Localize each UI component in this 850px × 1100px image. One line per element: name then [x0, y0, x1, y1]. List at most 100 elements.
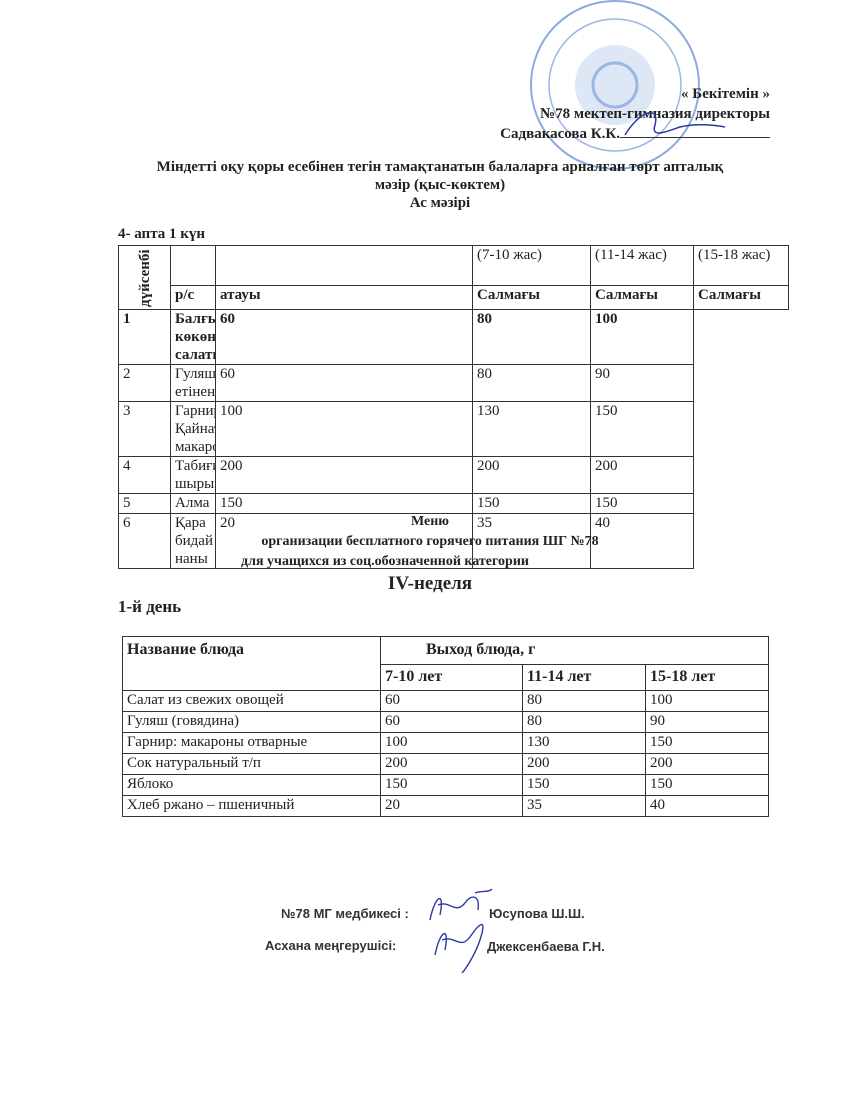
dish-weight: 150 [590, 493, 694, 514]
kaz-menu-heading: Міндетті оқу қоры есебінен тегін тамақта… [90, 158, 790, 212]
dish-weight: 35 [472, 513, 591, 569]
col-header-no: р/с [170, 285, 216, 310]
dish-weight: 80 [522, 711, 646, 733]
dish-weight: 150 [380, 774, 523, 796]
dish-weight: 200 [522, 753, 646, 775]
table-row: 3Гарнир: Қайнатылған макарон100130150 [118, 401, 789, 457]
dish-name: Гарнир: Қайнатылған макарон [170, 401, 216, 457]
dish-name: Гуляш(сиыр етінен) [170, 364, 216, 402]
dish-weight: 80 [472, 309, 591, 365]
dish-name: Хлеб ржано – пшеничный [122, 795, 381, 817]
age-header: 7-10 лет [380, 664, 523, 691]
ru-day-label: 1-й день [118, 597, 182, 616]
table-row: 4Табиғи шырын200200200 [118, 456, 789, 494]
official-stamp [530, 0, 700, 170]
row-number: 5 [118, 493, 171, 514]
dish-weight: 200 [644, 753, 770, 775]
dish-weight: 80 [522, 690, 646, 712]
nurse-name: Юсупова Ш.Ш. [489, 906, 585, 921]
kaz-menu-table: дүйсенбі (7-10 жас) (11-14 жас) (15-18 ж… [118, 245, 789, 569]
col-header-weight: Салмағы [472, 285, 591, 310]
ru-heading-line3: для учащихся из соц.обозначенной категор… [241, 554, 529, 569]
col-header-yield: Выход блюда, г [379, 636, 770, 665]
dish-weight: 200 [472, 456, 591, 494]
dish-weight: 130 [472, 401, 591, 457]
age-header: 11-14 лет [522, 664, 646, 691]
approval-block: « Бекітемін » №78 мектеп-гимназия директ… [400, 84, 770, 144]
col-header-name: атауы [215, 285, 473, 310]
dish-weight: 20 [215, 513, 473, 569]
nurse-role: №78 МГ медбикесі : [281, 906, 409, 921]
cook-role: Асхана меңгерушісі: [265, 938, 397, 953]
dish-name: Алма [170, 493, 216, 514]
dish-weight: 200 [590, 456, 694, 494]
dish-name: Табиғи шырын [170, 456, 216, 494]
col-header-weight: Салмағы [590, 285, 694, 310]
dish-weight: 20 [380, 795, 523, 817]
table-row: Салат из свежих овощей 60 80 100 [122, 690, 770, 712]
dish-weight: 100 [215, 401, 473, 457]
dish-weight: 150 [215, 493, 473, 514]
dish-weight: 60 [215, 309, 473, 365]
dish-weight: 150 [644, 774, 770, 796]
dish-name: Салат из свежих овощей [122, 690, 381, 712]
table-row: 1Балғын көкөніс салаты6080100 [118, 309, 789, 365]
dish-weight: 100 [644, 690, 770, 712]
approval-position: №78 мектеп-гимназия директоры [540, 106, 770, 122]
age-header: (15-18 жас) [693, 245, 789, 286]
day-label: дүйсенбі [118, 245, 171, 310]
dish-name: Сок натуральный т/п [122, 753, 381, 775]
signatures-handwritten [429, 888, 493, 974]
approval-title: « Бекітемін » [681, 86, 770, 102]
table-row: Гуляш (говядина) 60 80 90 [122, 711, 770, 733]
kaz-heading-line3: Ас мәзірі [409, 195, 471, 211]
dish-weight: 150 [522, 774, 646, 796]
row-number: 1 [118, 309, 171, 365]
table-row: Яблоко 150 150 150 [122, 774, 770, 796]
ru-week: IV-неделя [387, 573, 473, 594]
dish-weight: 150 [644, 732, 770, 754]
dish-name: Балғын көкөніс салаты [170, 309, 216, 365]
dish-weight: 130 [522, 732, 646, 754]
col-header-weight: Салмағы [693, 285, 789, 310]
ru-menu-table: Название блюда Выход блюда, г 7-10 лет 1… [122, 636, 770, 817]
director-signature [624, 111, 726, 136]
ru-heading-line2: организации бесплатного горячего питания… [261, 534, 599, 549]
dish-weight: 60 [215, 364, 473, 402]
cook-name: Джексенбаева Г.Н. [487, 939, 605, 954]
row-number: 3 [118, 401, 171, 457]
table-row: 5 Алма 150 150 150 [118, 493, 789, 514]
ru-heading-line1: Меню [410, 514, 449, 529]
kaz-heading-line1: Міндетті оқу қоры есебінен тегін тамақта… [156, 159, 724, 175]
dish-weight: 60 [380, 690, 523, 712]
dish-weight: 200 [215, 456, 473, 494]
kaz-heading-line2: мәзір (қыс-көктем) [374, 177, 506, 193]
dish-weight: 90 [590, 364, 694, 402]
dish-weight: 90 [644, 711, 770, 733]
ru-menu-heading: Меню организации бесплатного горячего пи… [120, 512, 740, 596]
table-row: Хлеб ржано – пшеничный 20 35 40 [122, 795, 770, 817]
table-row: Сок натуральный т/п 200 200 200 [122, 753, 770, 775]
row-number: 4 [118, 456, 171, 494]
dish-name: Гуляш (говядина) [122, 711, 381, 733]
dish-weight: 60 [380, 711, 523, 733]
dish-weight: 200 [380, 753, 523, 775]
dish-name: Гарнир: макароны отварные [122, 732, 381, 754]
age-header: (11-14 жас) [590, 245, 694, 286]
table-row: Гарнир: макароны отварные 100 130 150 [122, 732, 770, 754]
dish-weight: 80 [472, 364, 591, 402]
dish-weight: 35 [522, 795, 646, 817]
dish-name: Қара бидай наны [170, 513, 216, 569]
row-number: 2 [118, 364, 171, 402]
kaz-day-label: 4- апта 1 күн [118, 226, 206, 242]
dish-weight: 40 [644, 795, 770, 817]
dish-weight: 150 [472, 493, 591, 514]
director-name: Садвакасова К.К. [500, 126, 620, 142]
age-header: 15-18 лет [644, 664, 770, 691]
col-header-name: Название блюда [122, 636, 381, 691]
dish-weight: 100 [590, 309, 694, 365]
age-header: (7-10 жас) [472, 245, 591, 286]
dish-name: Яблоко [122, 774, 381, 796]
